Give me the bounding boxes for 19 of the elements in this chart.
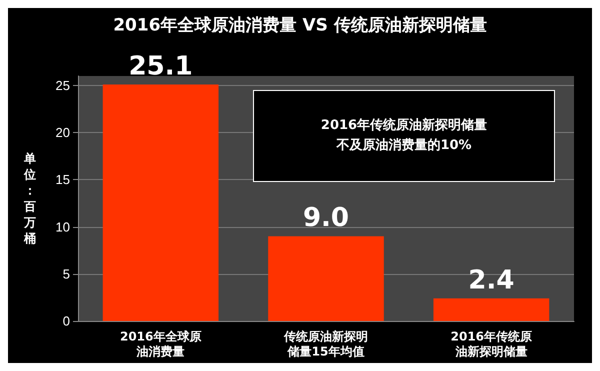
y-axis-title: 单位：百万桶 (23, 152, 36, 246)
chart-title: 2016年全球原油消费量 VS 传统原油新探明储量 (113, 16, 487, 36)
y-tick-label: 15 (56, 172, 70, 188)
y-tick-label: 25 (56, 78, 70, 93)
y-tick-label: 20 (56, 125, 70, 140)
note-box: 2016年传统原油新探明储量不及原油消费量的10% (253, 90, 555, 182)
data-label: 25.1 (128, 51, 193, 82)
annotation: 2016年传统原油新探明储量不及原油消费量的10% (320, 116, 488, 155)
y-tick-label: 5 (62, 266, 70, 282)
bar (433, 298, 550, 321)
data-label: 9.0 (302, 203, 350, 234)
y-tick-label: 0 (62, 314, 70, 328)
x-tick-label: 2016年传统原油新探明储量 (450, 330, 532, 358)
data-label: 2.4 (468, 265, 514, 296)
y-tick-label: 10 (56, 219, 70, 234)
bar (268, 236, 384, 321)
bar (102, 84, 219, 321)
x-tick-label: 2016年全球原油消费量 (120, 330, 202, 358)
x-tick-label: 传统原油新探明储量15年均值 (283, 330, 368, 358)
